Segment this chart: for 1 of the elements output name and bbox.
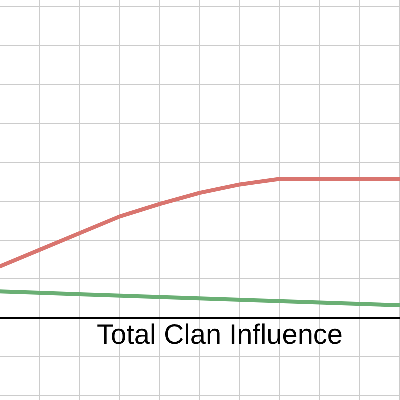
x-axis-title: Total Clan Influence [97, 318, 343, 350]
